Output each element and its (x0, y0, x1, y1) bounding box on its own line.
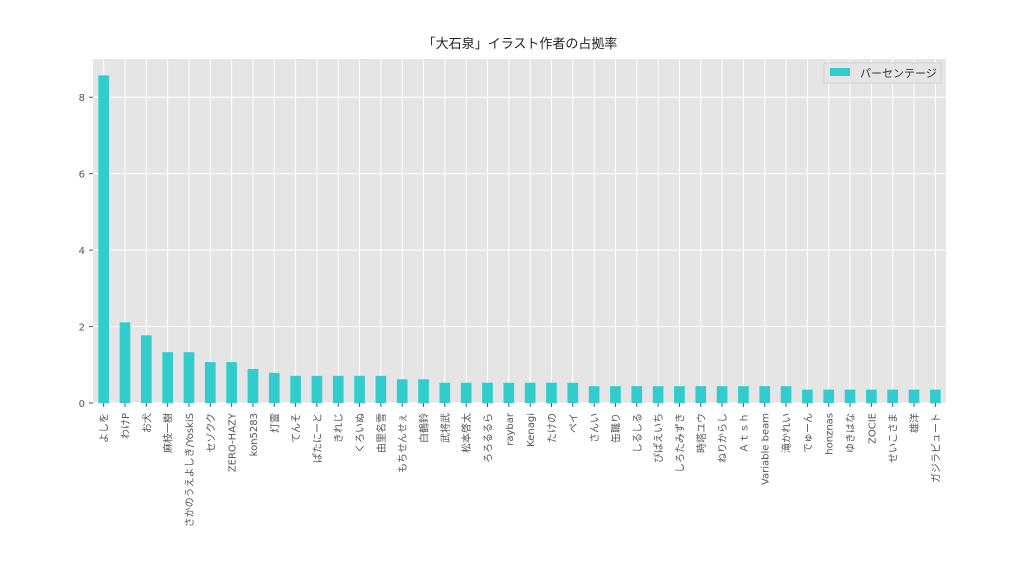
x-tick-label: 麻枝一樹 (162, 413, 175, 453)
x-tick-label: さかのうえよしき/YoskiS (184, 413, 196, 527)
x-tick-label: 滝かれい (781, 413, 793, 453)
x-tick-label: raybar (505, 412, 516, 446)
bar (226, 362, 237, 403)
bar (332, 375, 344, 403)
bar (567, 382, 579, 403)
bars (98, 75, 941, 404)
bar (460, 382, 472, 403)
x-axis-ticks: よしを わけP お犬 麻枝一樹 さかのうえよしき/YoskiS セゾクク ZERO-HAZY… (99, 403, 942, 527)
bar (823, 389, 835, 403)
bar (396, 379, 408, 403)
x-tick-label: でゅーん (802, 413, 814, 453)
legend-box (823, 62, 942, 84)
x-tick-label: しるしる (632, 413, 644, 453)
x-tick-label: ろろるるら (483, 413, 495, 463)
x-tick-label: ゆきはな (845, 413, 857, 453)
x-tick-label: ぴぱえいち (653, 413, 665, 463)
x-tick-label: たけの (546, 413, 558, 443)
x-tick-label: Kenagi (526, 413, 537, 447)
y-tick-label: 4 (79, 246, 85, 257)
x-tick-label: Variable beam (761, 413, 772, 485)
x-tick-label: kon5283 (249, 413, 260, 456)
bar (652, 386, 664, 403)
bar (844, 389, 856, 403)
x-tick-label: 武将武 (439, 413, 452, 443)
plot-area (93, 59, 946, 403)
bar (247, 368, 259, 403)
bar (780, 386, 792, 403)
x-tick-label: 雄洋 (908, 413, 921, 433)
x-tick-label: ガジラビュート (930, 413, 942, 483)
x-tick-label: もちせんせぇ (397, 413, 409, 473)
bar (162, 352, 173, 403)
bar (546, 382, 557, 403)
x-tick-label: 松本啓太 (460, 413, 473, 453)
bar (716, 386, 728, 403)
bar (759, 386, 771, 403)
bar (290, 375, 301, 403)
bar (695, 386, 707, 403)
x-tick-label: 由里名雪 (375, 413, 388, 453)
bar (354, 375, 365, 403)
bar (738, 386, 749, 403)
y-tick-label: 8 (79, 93, 85, 104)
bar (524, 382, 536, 403)
bar (439, 382, 451, 403)
bar (204, 362, 216, 403)
legend-swatch (830, 68, 850, 76)
bar (268, 372, 280, 403)
x-tick-label: 白鶴鈴 (418, 413, 431, 443)
x-tick-label: Ａｔｓｈ (738, 413, 750, 453)
x-tick-label: てんそ (291, 413, 303, 443)
bar (887, 389, 899, 403)
x-tick-label: きれじ (333, 413, 345, 443)
bar (802, 389, 813, 403)
x-tick-label: よしを (99, 413, 111, 443)
x-tick-label: わけP (120, 413, 132, 439)
x-tick-label: くろいぬ (355, 413, 367, 453)
bar (140, 335, 152, 403)
bar (98, 75, 109, 404)
bar (610, 386, 621, 403)
bar (908, 389, 920, 403)
x-tick-label: しろたみずき (674, 413, 686, 473)
bar (866, 389, 877, 403)
bar (482, 382, 493, 403)
x-tick-label: せいこさま (888, 413, 900, 463)
y-tick-label: 0 (79, 399, 85, 410)
bar (311, 375, 323, 403)
bar (503, 382, 515, 403)
x-tick-label: さんい (589, 413, 601, 443)
x-tick-label: 灯雷 (269, 413, 281, 433)
bar (631, 386, 643, 403)
x-tick-label: 時塔ユウ (695, 413, 708, 453)
legend: パーセンテージ (823, 62, 942, 84)
bar (930, 389, 941, 403)
y-axis-ticks: 0 2 4 6 8 (79, 93, 93, 410)
x-tick-label: ねりからし (717, 413, 729, 463)
bar (183, 352, 195, 403)
x-tick-label: honznas (825, 413, 836, 455)
x-tick-label: ZERO-HAZY (228, 412, 239, 472)
chart-title: 「大石泉」イラスト作者の占拠率 (423, 36, 618, 52)
bar (119, 322, 131, 403)
y-tick-label: 2 (79, 323, 85, 334)
y-tick-label: 6 (79, 170, 85, 181)
bar (418, 379, 429, 403)
x-tick-label: ペイ (569, 413, 580, 433)
x-tick-label: セゾクク (205, 413, 217, 453)
x-tick-label: ぱたにーと (312, 413, 324, 463)
x-tick-label: お犬 (140, 413, 153, 433)
x-tick-label: 缶職り (609, 413, 622, 443)
bar (674, 386, 685, 403)
bar (588, 386, 600, 403)
legend-label: パーセンテージ (860, 67, 937, 80)
bar (375, 375, 387, 403)
x-tick-label: ZOCIE (867, 413, 878, 444)
